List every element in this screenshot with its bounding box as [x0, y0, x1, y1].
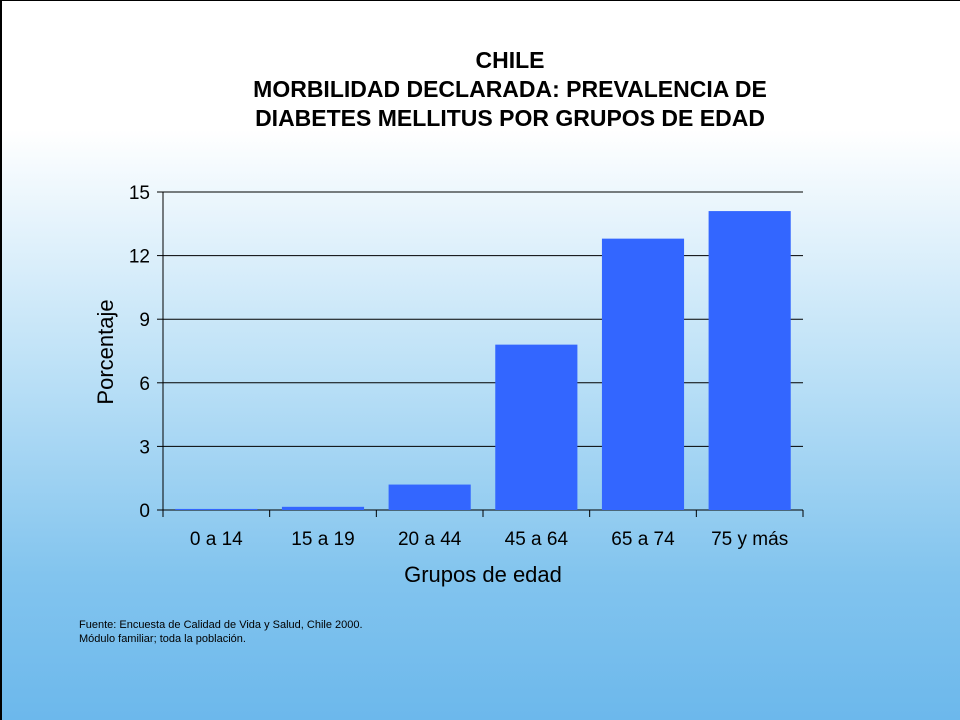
bar — [175, 508, 258, 510]
x-tick-label: 0 a 14 — [190, 529, 243, 550]
source-note: Fuente: Encuesta de Calidad de Vida y Sa… — [79, 618, 363, 646]
x-tick-label: 45 a 64 — [505, 529, 569, 550]
title-line-3: DIABETES MELLITUS POR GRUPOS DE EDAD — [255, 105, 765, 131]
x-axis-label: Grupos de edad — [404, 562, 562, 587]
x-tick-label: 65 a 74 — [611, 529, 675, 550]
y-tick-label: 6 — [139, 374, 150, 395]
y-tick-label: 12 — [129, 247, 150, 268]
source-line-2: Módulo familiar; toda la población. — [79, 633, 246, 645]
title-line-1: CHILE — [475, 47, 545, 73]
x-tick-label: 75 y más — [711, 529, 788, 550]
source-line-1: Fuente: Encuesta de Calidad de Vida y Sa… — [79, 619, 363, 631]
bar — [388, 484, 471, 510]
y-tick-label: 9 — [139, 310, 150, 331]
title-line-2: MORBILIDAD DECLARADA: PREVALENCIA DE — [253, 76, 767, 102]
x-tick-label: 20 a 44 — [398, 529, 462, 550]
y-tick-label: 15 — [129, 183, 150, 204]
y-tick-label: 0 — [139, 501, 150, 522]
y-tick-label: 3 — [139, 437, 150, 458]
chart-title: CHILE MORBILIDAD DECLARADA: PREVALENCIA … — [120, 46, 900, 133]
x-tick-label: 15 a 19 — [291, 529, 354, 550]
bar — [281, 506, 365, 510]
y-axis-label: Porcentaje — [93, 299, 118, 404]
bar — [708, 211, 791, 510]
bar — [601, 238, 685, 510]
bar — [495, 344, 578, 510]
